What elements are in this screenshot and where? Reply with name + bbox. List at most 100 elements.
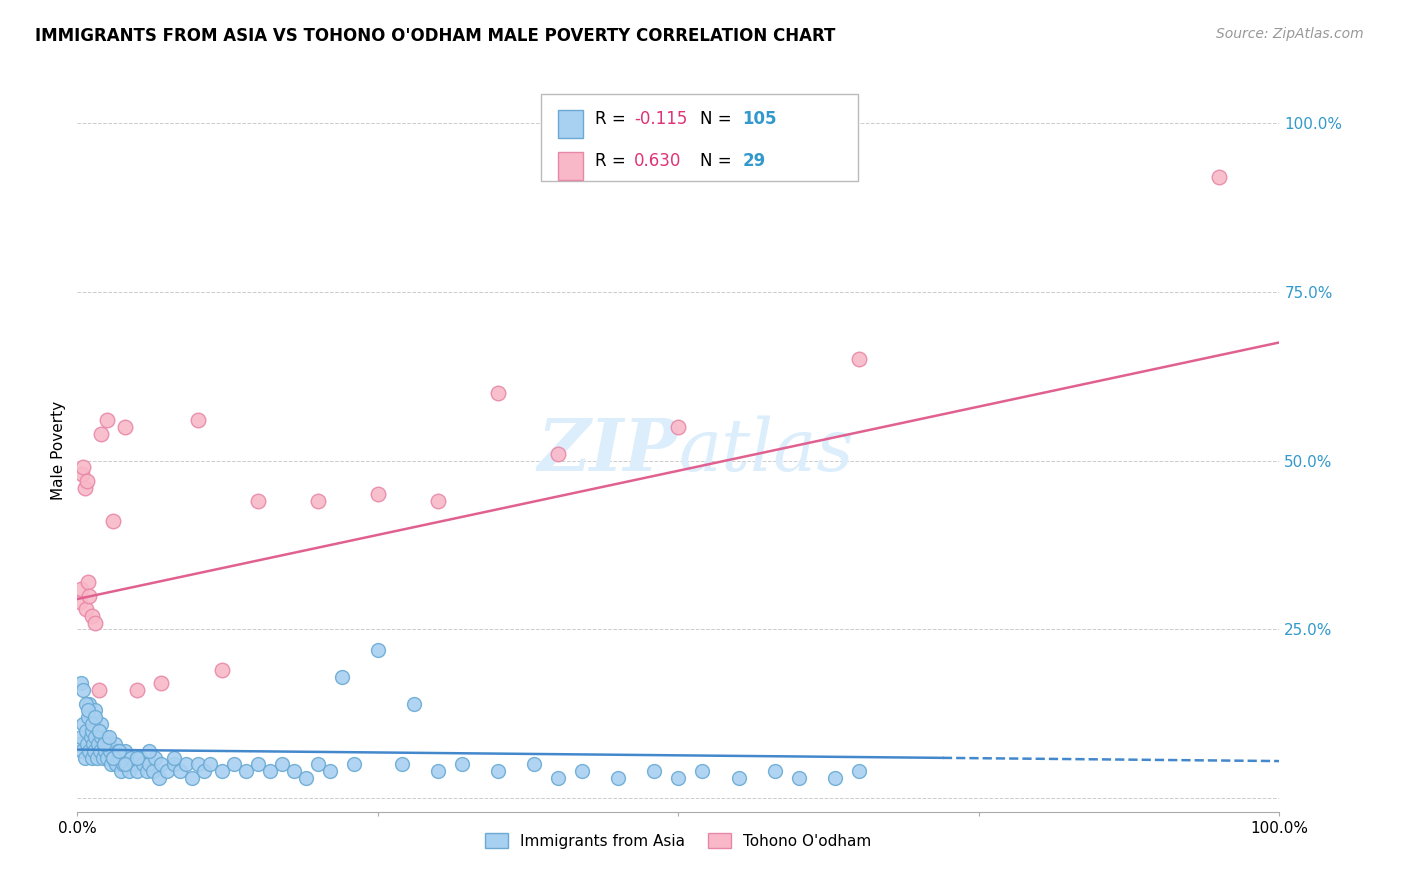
Point bbox=[83, 744, 105, 758]
Point bbox=[107, 744, 129, 758]
Point bbox=[70, 744, 93, 758]
Point bbox=[162, 750, 184, 764]
Point bbox=[80, 608, 103, 623]
Point bbox=[90, 717, 112, 731]
Point bbox=[104, 757, 127, 772]
Point bbox=[84, 731, 107, 745]
Point bbox=[98, 744, 121, 758]
Point bbox=[150, 757, 173, 772]
Point bbox=[668, 771, 690, 785]
Point bbox=[211, 663, 233, 677]
Point bbox=[77, 575, 100, 590]
Point bbox=[103, 750, 125, 764]
Point bbox=[692, 764, 714, 779]
Text: 29: 29 bbox=[742, 152, 766, 169]
Point bbox=[451, 757, 474, 772]
Point bbox=[93, 737, 115, 751]
Point bbox=[523, 757, 546, 772]
Point bbox=[70, 676, 93, 690]
Point bbox=[79, 744, 101, 758]
Point bbox=[727, 771, 749, 785]
Point bbox=[87, 683, 110, 698]
Point bbox=[120, 750, 142, 764]
Point bbox=[1208, 169, 1230, 184]
Point bbox=[90, 426, 112, 441]
Point bbox=[156, 764, 179, 779]
Point bbox=[246, 494, 269, 508]
Point bbox=[104, 737, 127, 751]
Point bbox=[91, 750, 114, 764]
Text: IMMIGRANTS FROM ASIA VS TOHONO O'ODHAM MALE POVERTY CORRELATION CHART: IMMIGRANTS FROM ASIA VS TOHONO O'ODHAM M… bbox=[35, 27, 835, 45]
Point bbox=[82, 737, 104, 751]
Point bbox=[128, 750, 150, 764]
Point bbox=[246, 757, 269, 772]
Point bbox=[114, 744, 136, 758]
Point bbox=[150, 676, 173, 690]
Point bbox=[87, 723, 110, 738]
Point bbox=[486, 386, 509, 401]
Point bbox=[70, 582, 93, 596]
Point bbox=[122, 757, 145, 772]
Point bbox=[235, 764, 257, 779]
Point bbox=[80, 723, 103, 738]
Point bbox=[93, 737, 115, 751]
Point bbox=[94, 744, 117, 758]
Point bbox=[72, 683, 94, 698]
Point bbox=[87, 737, 110, 751]
Point bbox=[391, 757, 413, 772]
Text: 0.630: 0.630 bbox=[634, 152, 682, 169]
Point bbox=[118, 764, 141, 779]
Point bbox=[80, 717, 103, 731]
Point bbox=[259, 764, 281, 779]
Point bbox=[75, 697, 97, 711]
Point bbox=[114, 420, 136, 434]
Point bbox=[100, 757, 122, 772]
Point bbox=[79, 731, 101, 745]
Point bbox=[79, 589, 101, 603]
Point bbox=[174, 757, 197, 772]
Text: R =: R = bbox=[595, 110, 631, 128]
Point bbox=[89, 744, 111, 758]
Text: N =: N = bbox=[700, 152, 737, 169]
Point bbox=[69, 595, 91, 609]
Point bbox=[72, 717, 94, 731]
Point bbox=[103, 514, 125, 528]
Point bbox=[211, 764, 233, 779]
Point bbox=[270, 757, 292, 772]
Point bbox=[330, 670, 353, 684]
Text: atlas: atlas bbox=[679, 415, 853, 486]
Point bbox=[75, 723, 97, 738]
Point bbox=[96, 731, 118, 745]
Text: R =: R = bbox=[595, 152, 631, 169]
Point bbox=[193, 764, 215, 779]
Point bbox=[111, 757, 134, 772]
Point bbox=[110, 764, 132, 779]
Point bbox=[307, 757, 329, 772]
Point bbox=[79, 697, 101, 711]
Point bbox=[571, 764, 593, 779]
Point bbox=[77, 703, 100, 717]
Point bbox=[402, 697, 425, 711]
Point bbox=[76, 737, 98, 751]
Point bbox=[138, 744, 160, 758]
Point bbox=[84, 703, 107, 717]
Point bbox=[96, 750, 118, 764]
Point bbox=[84, 615, 107, 630]
Point bbox=[198, 757, 221, 772]
Point bbox=[222, 757, 245, 772]
Point bbox=[848, 764, 870, 779]
Point bbox=[148, 771, 170, 785]
Point bbox=[73, 750, 96, 764]
Point bbox=[103, 750, 125, 764]
Text: -0.115: -0.115 bbox=[634, 110, 688, 128]
Point bbox=[108, 744, 131, 758]
Point bbox=[97, 737, 120, 751]
Point bbox=[70, 467, 93, 481]
Point bbox=[136, 764, 159, 779]
Point bbox=[142, 764, 165, 779]
Point bbox=[96, 413, 118, 427]
Point bbox=[73, 481, 96, 495]
Point bbox=[90, 731, 112, 745]
Point bbox=[138, 757, 160, 772]
Y-axis label: Male Poverty: Male Poverty bbox=[51, 401, 66, 500]
